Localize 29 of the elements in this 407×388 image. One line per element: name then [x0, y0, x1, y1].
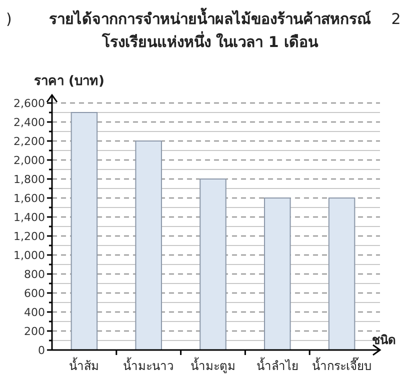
x-tick-label: น้ำมะตูม — [190, 357, 236, 374]
bar — [328, 198, 356, 350]
chart-title: รายได้จากการจำหน่ายน้ำผลไม้ของร้านค้าสหกรณ์ โรงเรียนแห่งหนึ่ง ในเวลา 1 เดือน — [49, 7, 371, 51]
x-tick-label: น้ำกระเจี๊ยบ — [312, 357, 372, 373]
text: 2 — [391, 10, 401, 28]
y-tick-label: 1,600 — [14, 192, 45, 205]
y-tick-label: 0 — [38, 344, 45, 357]
y-tick-label: 1,200 — [14, 230, 45, 243]
x-tick-label: น้ำมะนาว — [123, 357, 174, 373]
y-tick-label: 1,800 — [14, 172, 45, 186]
y-tick-label: 2,000 — [14, 154, 45, 167]
bar — [264, 198, 291, 350]
bar — [135, 140, 162, 350]
y-tick-label: 600 — [24, 286, 45, 300]
y-tick-label: 1,400 — [14, 210, 45, 224]
y-tick-label: 800 — [24, 268, 45, 281]
y-tick-label: 1,000 — [14, 248, 45, 262]
x-tick-label: น้ำส้ม — [69, 357, 100, 373]
x-axis-title: ชนิด — [372, 333, 396, 347]
bar — [70, 112, 98, 350]
y-tick-label: 400 — [24, 306, 45, 319]
y-tick-label: 2,600 — [14, 96, 45, 110]
bar — [200, 178, 226, 350]
y-tick-label: 200 — [24, 324, 45, 338]
y-tick-label: 2,400 — [14, 116, 45, 129]
x-tick-label: น้ำลำไย — [256, 357, 298, 373]
y-tick-label: 2,200 — [14, 134, 45, 148]
y-axis-title: ราคา (บาท) — [34, 74, 104, 89]
text: ) — [6, 10, 12, 28]
